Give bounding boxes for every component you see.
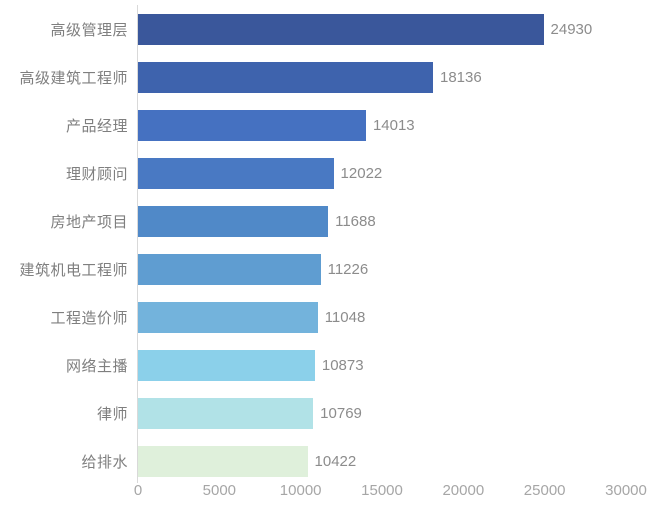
y-axis-line <box>137 5 138 483</box>
bar-track: 18136 <box>138 61 670 93</box>
category-label: 高级管理层 <box>50 21 128 39</box>
bar-rows: 高级管理层 24930 高级建筑工程师 18136 产品经理 14013 理财顾… <box>0 5 670 485</box>
x-tick-label: 15000 <box>361 482 403 499</box>
bar <box>138 109 366 141</box>
bar <box>138 301 318 333</box>
bar-track: 10769 <box>138 397 670 429</box>
x-axis: 0 5000 10000 15000 20000 25000 30000 <box>134 482 647 506</box>
value-label: 14013 <box>372 116 415 134</box>
value-label: 24930 <box>550 20 593 38</box>
bar-track: 11226 <box>138 253 670 285</box>
bar-row: 建筑机电工程师 11226 <box>0 245 670 293</box>
bar-row: 给排水 10422 <box>0 437 670 485</box>
x-tick-label: 5000 <box>202 482 237 499</box>
bar-track: 11048 <box>138 301 670 333</box>
bar-track: 12022 <box>138 157 670 189</box>
category-label: 建筑机电工程师 <box>19 261 128 279</box>
value-label: 11048 <box>324 308 366 326</box>
category-label: 网络主播 <box>65 357 128 375</box>
x-tick-label: 10000 <box>279 482 322 499</box>
value-label: 12022 <box>340 164 383 182</box>
x-tick-label: 20000 <box>442 482 485 499</box>
bar-row: 工程造价师 11048 <box>0 293 670 341</box>
bar-row: 网络主播 10873 <box>0 341 670 389</box>
bar <box>138 349 315 381</box>
value-label: 10422 <box>314 452 357 470</box>
bar-track: 11688 <box>138 205 670 237</box>
bar <box>138 205 329 237</box>
category-label: 理财顾问 <box>65 165 128 183</box>
value-label: 10873 <box>321 356 364 374</box>
bar <box>138 13 544 45</box>
bar-row: 高级管理层 24930 <box>0 5 670 53</box>
bar <box>138 445 308 477</box>
x-tick-label: 25000 <box>523 482 566 499</box>
bar-row: 产品经理 14013 <box>0 101 670 149</box>
bar-row: 理财顾问 12022 <box>0 149 670 197</box>
bar <box>138 61 433 93</box>
x-tick-label: 30000 <box>605 482 647 499</box>
category-label: 律师 <box>96 405 128 423</box>
bar-track: 10422 <box>138 445 670 477</box>
category-label: 产品经理 <box>65 117 128 135</box>
bar-track: 10873 <box>138 349 670 381</box>
bar <box>138 157 334 189</box>
category-label: 工程造价师 <box>50 309 128 327</box>
value-label: 10769 <box>320 404 362 422</box>
category-label: 高级建筑工程师 <box>19 69 128 87</box>
bar-track: 14013 <box>138 109 670 141</box>
bar <box>138 253 321 285</box>
bar-row: 律师 10769 <box>0 389 670 437</box>
bar <box>138 397 314 429</box>
x-tick-label: 0 <box>133 482 143 499</box>
bar-row: 房地产项目 11688 <box>0 197 670 245</box>
value-label: 18136 <box>440 68 482 86</box>
value-label: 11688 <box>335 212 376 230</box>
category-label: 给排水 <box>81 453 128 471</box>
category-label: 房地产项目 <box>50 213 128 231</box>
value-label: 11226 <box>327 260 369 278</box>
bar-track: 24930 <box>138 13 670 45</box>
bar-row: 高级建筑工程师 18136 <box>0 53 670 101</box>
